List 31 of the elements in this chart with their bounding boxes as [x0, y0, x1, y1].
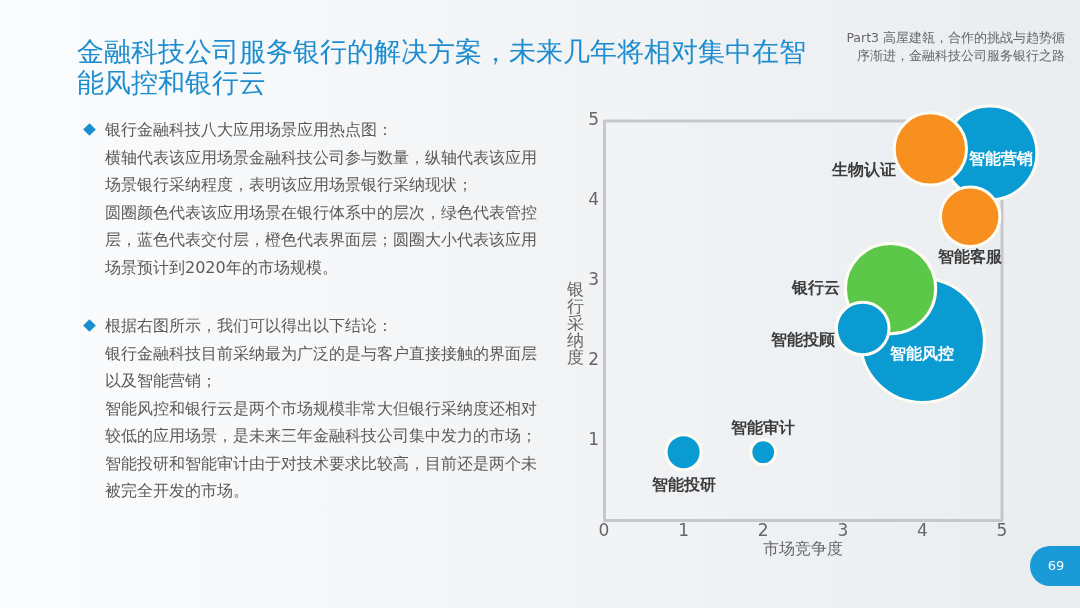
series-label: 智能客服: [937, 246, 1004, 266]
chart-title: 金融科技公司服务银行的解决方案，未来几年将相对集中在智能风控和银行云: [77, 36, 807, 98]
series-label: 智能风控: [889, 343, 955, 363]
text: 根据右图所示，我们可以得出以下结论：: [105, 315, 394, 337]
y-axis-title: 银行采纳度: [566, 279, 584, 367]
x-tick-label: 0: [598, 519, 610, 540]
text: 69: [1046, 557, 1066, 575]
chart-subtitle: Part3 高屋建瓴，合作的挑战与趋势循序渐进，金融科技公司服务银行之路: [846, 29, 1065, 65]
series-label: 智能审计: [730, 417, 796, 437]
series-label: 生物认证: [831, 160, 897, 180]
x-tick-label: 5: [996, 519, 1008, 540]
text: 智能投研和智能审计由于对技术要求比较高，目前还是两个未被完全开发的市场。: [105, 452, 538, 502]
text: 银行金融科技目前采纳最为广泛的是与客户直接接触的界面层以及智能营销；: [105, 342, 538, 392]
text: 圆圈颜色代表该应用场景在银行体系中的层次，绿色代表管控层，蓝色代表交付层，橙色代表界面层；圆圈大小代表该应用场景预计到2020年的市场规模。: [105, 201, 538, 279]
text: 银行金融科技八大应用场景应用热点图：: [105, 119, 394, 141]
x-tick-label: 4: [916, 519, 928, 540]
text: 横轴代表该应用场景金融科技公司参与数量，纵轴代表该应用场景银行采纳程度，表明该应用场景银行采纳现状；: [105, 146, 538, 196]
y-tick-label: 1: [588, 428, 599, 449]
series-label: 智能营销: [968, 149, 1034, 169]
y-tick-label: 5: [588, 109, 599, 130]
y-tick-label: 4: [588, 189, 599, 210]
x-axis-title: 市场竞争度: [762, 539, 844, 559]
y-tick-label: 2: [588, 348, 599, 369]
y-tick-label: 3: [588, 269, 599, 290]
series-label: 智能投顾: [770, 329, 837, 349]
series-label: 智能投研: [650, 474, 716, 494]
series-label: 银行云: [791, 277, 841, 297]
x-tick-label: 2: [757, 519, 769, 540]
x-tick-label: 1: [678, 519, 690, 540]
text: 智能风控和银行云是两个市场规模非常大但银行采纳度还相对较低的应用场景，是未来三年金融科技公司集中发力的市场；: [105, 397, 538, 447]
x-tick-label: 3: [837, 519, 849, 540]
